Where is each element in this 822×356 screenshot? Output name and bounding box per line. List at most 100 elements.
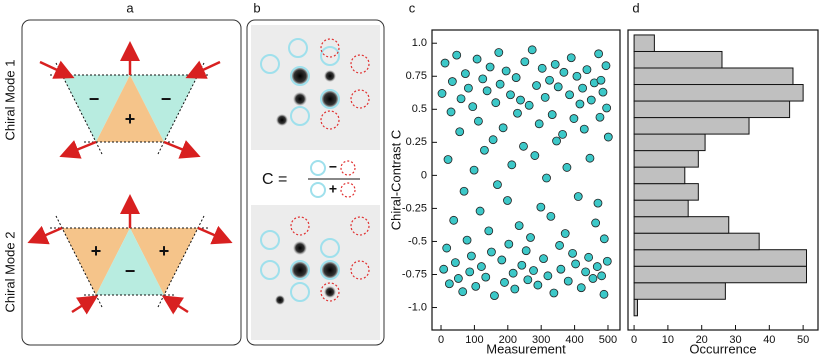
x-tick-label: 10 (662, 334, 674, 346)
point (553, 82, 563, 92)
y-tick-label: 0.75 (406, 70, 427, 82)
y-tick-label: 0.5 (412, 103, 427, 115)
triangle (62, 228, 130, 295)
point (566, 53, 576, 63)
point (597, 271, 607, 281)
point (449, 215, 459, 225)
x-tick-label: 200 (499, 334, 517, 346)
bar (633, 34, 655, 52)
point (516, 95, 525, 105)
point (596, 75, 606, 85)
point (500, 278, 509, 287)
point (599, 234, 609, 244)
sign: + (91, 241, 102, 261)
point (497, 255, 507, 265)
point (533, 280, 543, 290)
point (585, 153, 595, 163)
x-tick-label: 0 (631, 334, 637, 346)
y-tick-label: -0.75 (402, 268, 427, 280)
point (507, 160, 517, 170)
triangle (96, 228, 164, 295)
point (501, 66, 511, 76)
point (537, 63, 547, 73)
sign: + (159, 241, 170, 261)
point (504, 239, 514, 249)
point (506, 90, 515, 100)
bar (633, 84, 804, 102)
point (602, 256, 612, 266)
point (450, 258, 460, 267)
image (251, 25, 380, 150)
x-tick-label: 0 (438, 334, 444, 346)
y-tick-label: 0.25 (406, 136, 427, 148)
point (534, 119, 544, 129)
point (463, 83, 473, 93)
bar (633, 232, 760, 251)
point (442, 243, 452, 253)
point (511, 73, 521, 82)
point (462, 235, 472, 245)
point (444, 279, 454, 289)
sign: + (125, 109, 136, 129)
point (494, 48, 504, 57)
point (599, 289, 609, 299)
point (594, 49, 604, 59)
point (603, 132, 613, 142)
arrow (185, 60, 221, 79)
point (572, 71, 582, 81)
panel-label: a (126, 0, 134, 15)
point (558, 130, 567, 139)
point (559, 67, 569, 77)
bar (633, 117, 750, 135)
point (514, 221, 524, 230)
bar (633, 67, 794, 86)
mode-label: Chiral Mode 1 (2, 60, 17, 141)
x-tick-label: 500 (599, 334, 617, 346)
point (467, 251, 476, 261)
bar (633, 199, 689, 218)
arrow (197, 225, 233, 245)
point (529, 266, 538, 275)
point (578, 83, 588, 93)
point (602, 103, 612, 113)
x-tick-label: 30 (729, 334, 741, 346)
point (472, 54, 482, 64)
point (527, 45, 537, 55)
point (503, 196, 512, 205)
point (474, 116, 483, 126)
point (468, 102, 478, 112)
x-tick-label: 50 (797, 334, 809, 346)
panel-label: b (253, 0, 260, 15)
point (510, 284, 520, 294)
x-axis-label: Occurrence (689, 341, 756, 356)
bar (633, 282, 726, 300)
point (455, 127, 465, 137)
point (555, 241, 564, 250)
formula-sign: − (329, 159, 337, 175)
point (484, 226, 494, 236)
point (586, 95, 596, 105)
x-tick-label: 20 (696, 334, 708, 346)
triangle (130, 228, 198, 295)
point (523, 275, 533, 285)
point (581, 267, 591, 277)
point (443, 155, 453, 164)
bar (633, 100, 791, 119)
y-axis-label: Chiral-Contrast C (388, 130, 403, 230)
point (491, 98, 501, 108)
panel-label: c (409, 0, 416, 15)
point (452, 50, 462, 60)
mode-label: Chiral Mode 2 (2, 232, 17, 313)
point (593, 198, 603, 208)
point (437, 89, 447, 98)
triangle (130, 75, 198, 142)
point (478, 74, 488, 84)
point (556, 264, 566, 274)
point (521, 246, 531, 256)
bar (633, 150, 699, 168)
plot-frame (431, 29, 621, 331)
point (532, 81, 541, 90)
point (485, 62, 495, 72)
point (542, 173, 551, 183)
arrow (39, 60, 75, 79)
